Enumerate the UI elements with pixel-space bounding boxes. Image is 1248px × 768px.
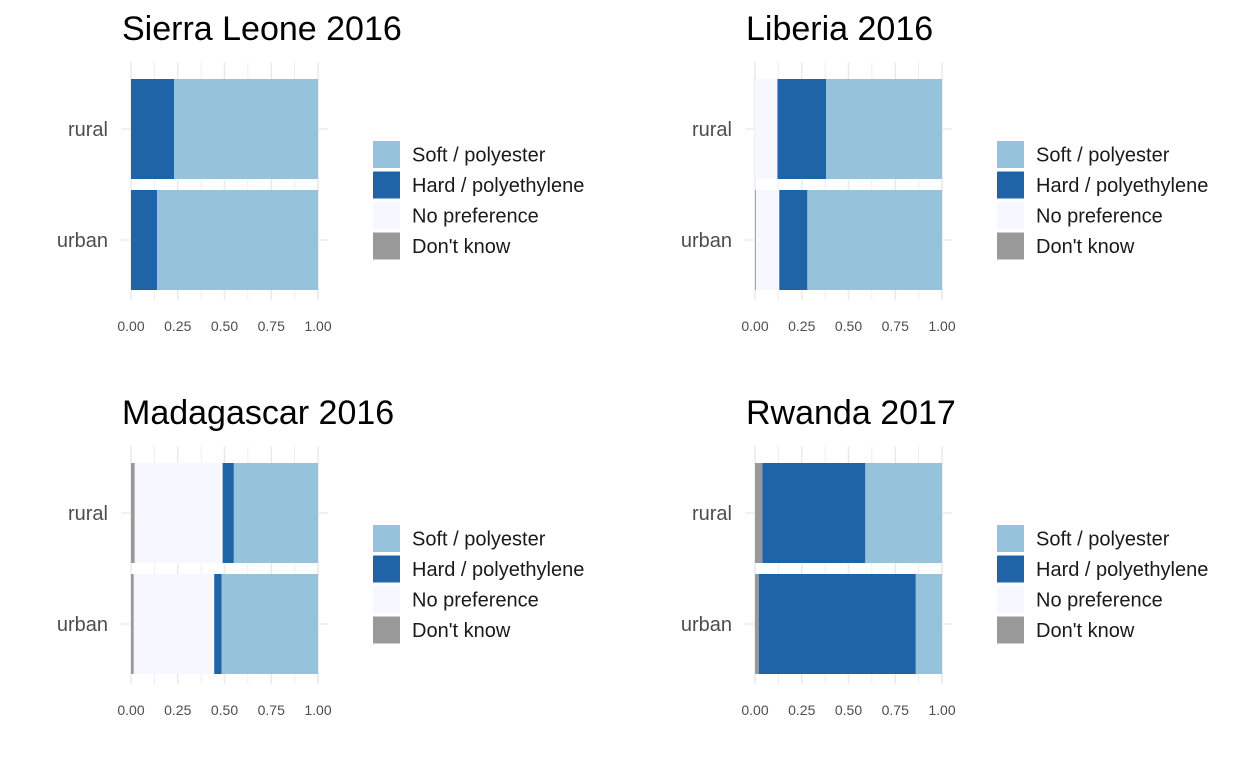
legend-swatch-no-preference [997, 202, 1024, 229]
legend-swatch-no-preference [373, 202, 400, 229]
x-tick-label: 0.00 [741, 702, 768, 718]
y-tick-label-rural: rural [68, 503, 108, 525]
legend-label-soft-polyester: Soft / polyester [412, 145, 546, 167]
x-tick-label: 0.50 [835, 702, 862, 718]
bar-urban-don-t-know [131, 574, 134, 674]
panel-rwanda-2017: Rwanda 2017 rural urban 0.00 0.25 0.50 0.75 1.0… [681, 394, 1208, 718]
legend: Soft / polyester Hard / polyethylene No pr… [373, 525, 584, 644]
panel-madagascar-2016: Madagascar 2016 rural urban 0.00 0.25 0.50 0.7… [57, 394, 584, 718]
legend-swatch-hard-polyethylene [997, 555, 1024, 583]
legend-swatch-hard-polyethylene [373, 555, 400, 583]
y-tick-label-urban: urban [681, 614, 732, 636]
x-tick-label: 0.25 [788, 702, 815, 718]
bar-urban-soft-polyester [807, 190, 942, 290]
legend-label-no-preference: No preference [1036, 206, 1163, 228]
bar-urban-don-t-know [755, 574, 759, 674]
bar-urban-hard-polyethylene [214, 574, 222, 674]
legend-label-hard-polyethylene: Hard / polyethylene [412, 175, 584, 197]
legend-swatch-don-t-know [997, 232, 1024, 260]
bar-rural-hard-polyethylene [777, 79, 827, 179]
legend: Soft / polyester Hard / polyethylene No pr… [373, 141, 584, 260]
bar-rural-hard-polyethylene [131, 79, 175, 179]
bar-rural-no-preference [134, 463, 223, 563]
bar-rural-soft-polyester [174, 79, 318, 179]
y-tick-label-rural: rural [692, 503, 732, 525]
y-tick-label-rural: rural [68, 119, 108, 141]
legend-swatch-don-t-know [373, 616, 400, 644]
x-tick-label: 0.00 [741, 318, 768, 334]
bar-urban-no-preference [755, 190, 780, 290]
legend-swatch-hard-polyethylene [373, 171, 400, 199]
legend-label-hard-polyethylene: Hard / polyethylene [412, 559, 584, 581]
legend-label-don-t-know: Don't know [1036, 236, 1135, 258]
x-tick-label: 0.75 [258, 318, 285, 334]
x-tick-label: 0.50 [835, 318, 862, 334]
x-tick-label: 0.25 [164, 702, 191, 718]
panel-title: Liberia 2016 [746, 10, 933, 48]
legend-label-soft-polyester: Soft / polyester [1036, 145, 1170, 167]
y-tick-label-urban: urban [57, 230, 108, 252]
x-tick-label: 0.25 [164, 318, 191, 334]
bar-rural-no-preference [755, 79, 778, 179]
legend-swatch-no-preference [997, 586, 1024, 613]
bar-rural-don-t-know [131, 463, 135, 563]
bar-rural-soft-polyester [865, 463, 942, 563]
x-tick-label: 1.00 [304, 702, 331, 718]
legend-swatch-hard-polyethylene [997, 171, 1024, 199]
x-tick-label: 1.00 [928, 318, 955, 334]
legend-swatch-soft-polyester [373, 141, 400, 168]
bar-urban-hard-polyethylene [779, 190, 808, 290]
legend-swatch-soft-polyester [997, 525, 1024, 552]
x-tick-label: 0.25 [788, 318, 815, 334]
bar-urban-soft-polyester [221, 574, 318, 674]
legend: Soft / polyester Hard / polyethylene No pr… [997, 525, 1208, 644]
bar-urban-don-t-know [755, 190, 756, 290]
x-tick-label: 0.50 [211, 702, 238, 718]
bar-urban-hard-polyethylene [758, 574, 916, 674]
x-tick-label: 0.00 [117, 702, 144, 718]
x-tick-label: 1.00 [928, 702, 955, 718]
panel-title: Rwanda 2017 [746, 394, 956, 432]
legend-label-don-t-know: Don't know [412, 620, 511, 642]
legend-label-no-preference: No preference [412, 206, 539, 228]
x-tick-label: 0.00 [117, 318, 144, 334]
panel-liberia-2016: Liberia 2016 rural urban 0.00 0.25 0.50 0.75 1.… [681, 10, 1208, 334]
x-tick-label: 1.00 [304, 318, 331, 334]
legend-swatch-soft-polyester [997, 141, 1024, 168]
legend-swatch-soft-polyester [373, 525, 400, 552]
legend-label-soft-polyester: Soft / polyester [412, 529, 546, 551]
bar-urban-soft-polyester [915, 574, 942, 674]
legend: Soft / polyester Hard / polyethylene No pr… [997, 141, 1208, 260]
bar-rural-soft-polyester [826, 79, 942, 179]
bar-rural-hard-polyethylene [222, 463, 234, 563]
bar-rural-don-t-know [755, 463, 763, 563]
legend-label-no-preference: No preference [412, 590, 539, 612]
legend-label-don-t-know: Don't know [412, 236, 511, 258]
panel-sierra-leone-2016: Sierra Leone 2016 rural urban 0.00 0.25 0.50 0… [57, 10, 584, 334]
y-tick-label-urban: urban [681, 230, 732, 252]
bar-urban-hard-polyethylene [131, 190, 158, 290]
bar-rural-hard-polyethylene [762, 463, 866, 563]
x-tick-label: 0.50 [211, 318, 238, 334]
legend-swatch-don-t-know [997, 616, 1024, 644]
bar-urban-soft-polyester [157, 190, 318, 290]
legend-swatch-no-preference [373, 586, 400, 613]
bar-rural-soft-polyester [233, 463, 318, 563]
bar-urban-no-preference [133, 574, 215, 674]
y-tick-label-rural: rural [692, 119, 732, 141]
legend-label-hard-polyethylene: Hard / polyethylene [1036, 175, 1208, 197]
legend-swatch-don-t-know [373, 232, 400, 260]
legend-label-hard-polyethylene: Hard / polyethylene [1036, 559, 1208, 581]
panel-title: Sierra Leone 2016 [122, 10, 402, 48]
x-tick-label: 0.75 [882, 702, 909, 718]
legend-label-no-preference: No preference [1036, 590, 1163, 612]
y-tick-label-urban: urban [57, 614, 108, 636]
x-tick-label: 0.75 [882, 318, 909, 334]
legend-label-don-t-know: Don't know [1036, 620, 1135, 642]
panel-title: Madagascar 2016 [122, 394, 394, 432]
x-tick-label: 0.75 [258, 702, 285, 718]
legend-label-soft-polyester: Soft / polyester [1036, 529, 1170, 551]
